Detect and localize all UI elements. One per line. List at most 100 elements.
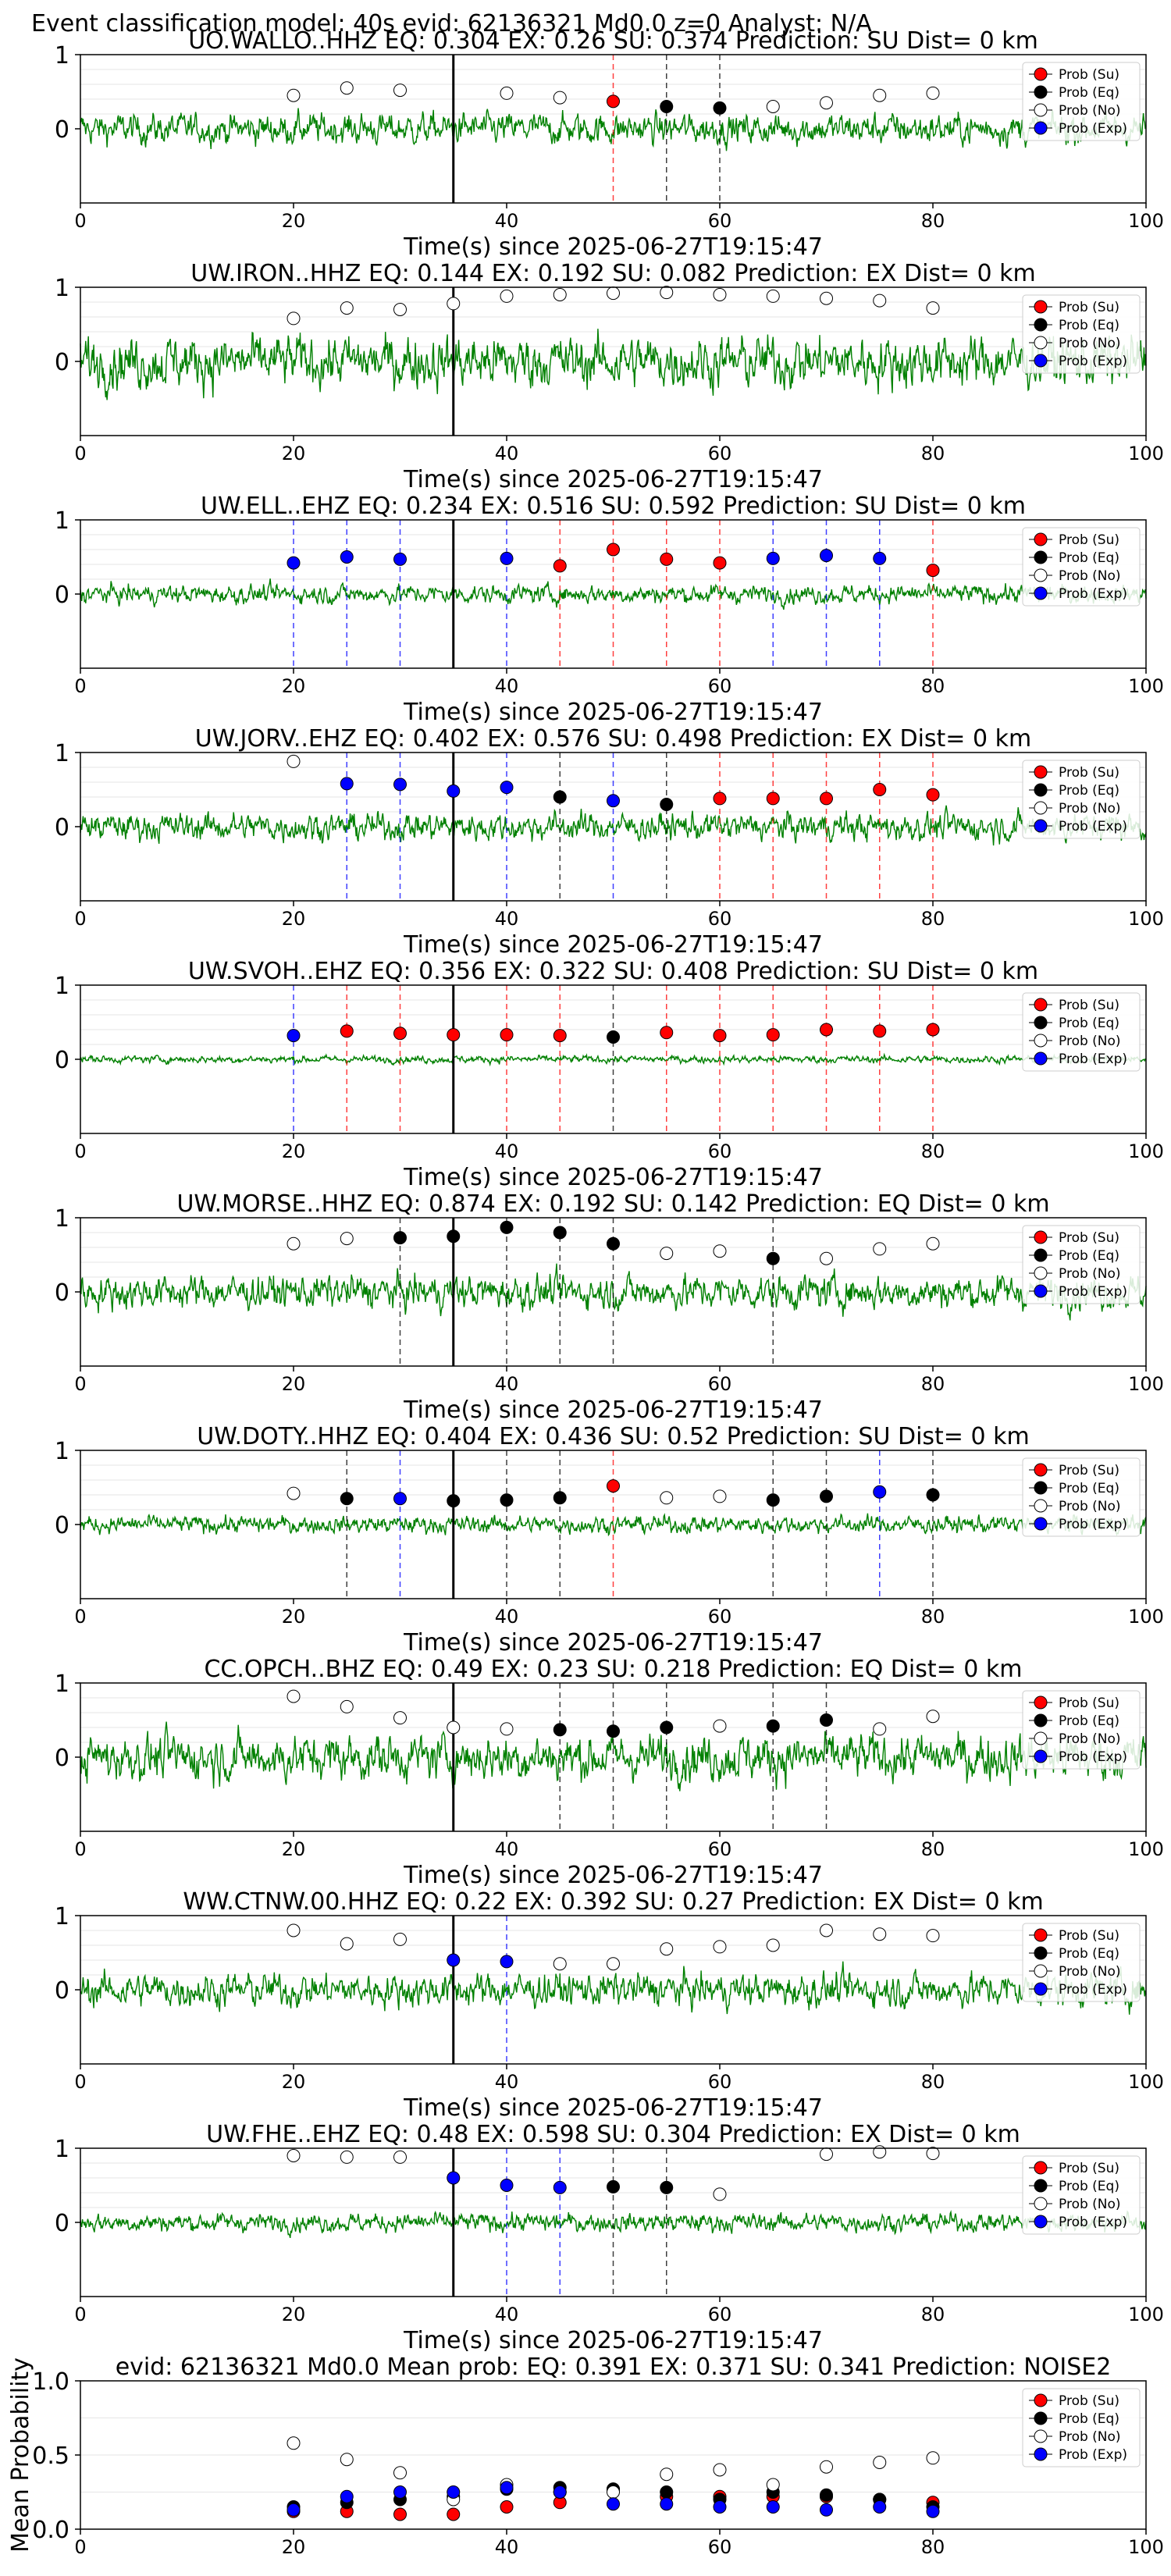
x-tick-label: 0 — [74, 2536, 86, 2558]
x-tick-label: 0 — [74, 2071, 86, 2093]
legend-marker-eq — [1034, 85, 1048, 99]
prob-marker-no — [553, 288, 567, 301]
legend-marker-eq — [1034, 1248, 1048, 1262]
prob-marker-no — [287, 88, 301, 102]
legend-label-no: Prob (No) — [1059, 1266, 1121, 1282]
legend-marker-no — [1034, 1964, 1048, 1978]
subplot-uw-ell--ehz: 0 20 40 60 80 100 1 0 UW.ELL..EHZ EQ: 0.234 EX: … — [55, 493, 1164, 726]
prob-marker-su — [713, 792, 727, 806]
legend-marker-su — [1034, 300, 1048, 314]
prob-marker-eq — [607, 1724, 620, 1738]
x-axis-label: Time(s) since 2025-06-27T19:15:47 — [403, 233, 823, 261]
x-tick-label: 20 — [282, 443, 306, 464]
x-axis-label: Time(s) since 2025-06-27T19:15:47 — [403, 1397, 823, 1424]
subplot-uw-jorv--ehz: 0 20 40 60 80 100 1 0 UW.JORV..EHZ EQ: 0.402 EX:… — [55, 725, 1164, 959]
prob-marker-su — [447, 1028, 461, 1042]
x-tick-label: 80 — [921, 210, 945, 232]
legend-label-eq: Prob (Eq) — [1059, 2179, 1119, 2194]
x-tick-label: 0 — [74, 210, 86, 232]
prob-marker-eq — [553, 790, 567, 804]
prob-marker-su — [340, 1024, 354, 1038]
prob-marker-exp — [393, 777, 407, 792]
mean-marker-exp — [447, 2485, 461, 2499]
legend-marker-su — [1034, 1230, 1048, 1244]
legend-marker-exp — [1034, 2447, 1048, 2461]
subplot-uw-morse--hhz: 0 20 40 60 80 100 1 0 UW.MORSE..HHZ EQ: 0.874 EX… — [55, 1190, 1164, 1424]
x-tick-label: 80 — [921, 2304, 945, 2325]
prob-marker-no — [393, 84, 407, 98]
legend-marker-no — [1034, 2429, 1048, 2443]
x-tick-label: 60 — [708, 1373, 732, 1395]
prob-marker-no — [607, 286, 620, 301]
legend-label-su: Prob (Su) — [1059, 1230, 1119, 1246]
mean-marker-su — [500, 2500, 514, 2514]
legend-label-eq: Prob (Eq) — [1059, 783, 1119, 799]
prob-marker-exp — [873, 1485, 887, 1499]
legend-marker-eq — [1034, 783, 1048, 797]
prob-marker-no — [287, 754, 301, 768]
x-tick-label: 80 — [921, 1140, 945, 1162]
x-tick-label: 60 — [708, 2071, 732, 2093]
prob-marker-no — [393, 1932, 407, 1946]
prob-marker-exp — [820, 549, 833, 563]
x-tick-label: 80 — [921, 2536, 945, 2558]
subplot-title: UW.ELL..EHZ EQ: 0.234 EX: 0.516 SU: 0.59… — [201, 493, 1026, 520]
x-tick-label: 100 — [1128, 2071, 1164, 2093]
subplot-title: UW.IRON..HHZ EQ: 0.144 EX: 0.192 SU: 0.0… — [190, 260, 1035, 287]
prob-marker-su — [607, 94, 620, 109]
mean-marker-exp — [820, 2503, 833, 2517]
prob-marker-su — [926, 564, 940, 578]
y-tick-label: 1.0 — [32, 2368, 69, 2396]
mean-marker-exp — [873, 2500, 887, 2514]
legend-box — [1022, 760, 1141, 839]
legend-marker-eq — [1034, 2411, 1048, 2425]
prob-marker-no — [926, 301, 940, 315]
subplot-cc-opch--bhz: 0 20 40 60 80 100 1 0 CC.OPCH..BHZ EQ: 0.49 EX: … — [55, 1656, 1164, 1889]
legend-label-eq: Prob (Eq) — [1059, 2411, 1119, 2427]
prob-marker-no — [926, 1929, 940, 1943]
legend-marker-exp — [1034, 1517, 1048, 1531]
subplot-ww-ctnw-00-hhz: 0 20 40 60 80 100 1 0 WW.CTNW.00.HHZ EQ: 0.22 EX… — [55, 1888, 1164, 2122]
prob-marker-no — [820, 2147, 833, 2161]
x-tick-label: 100 — [1128, 675, 1164, 697]
legend-label-eq: Prob (Eq) — [1059, 1248, 1119, 1264]
x-tick-label: 60 — [708, 675, 732, 697]
mean-marker-exp — [766, 2500, 780, 2514]
mean-marker-no — [660, 2467, 674, 2482]
x-tick-label: 80 — [921, 908, 945, 930]
x-tick-label: 100 — [1128, 1838, 1164, 1860]
prob-marker-no — [340, 1699, 354, 1713]
legend-marker-exp — [1034, 1749, 1048, 1763]
waveform-trace — [80, 329, 1147, 400]
x-tick-label: 0 — [74, 1838, 86, 1860]
prob-marker-exp — [447, 784, 461, 798]
legend-marker-no — [1034, 2197, 1048, 2211]
x-tick-label: 100 — [1128, 443, 1164, 464]
x-tick-label: 100 — [1128, 2304, 1164, 2325]
x-tick-label: 40 — [495, 2536, 519, 2558]
legend-box — [1022, 2388, 1141, 2467]
legend-label-exp: Prob (Exp) — [1059, 1982, 1127, 1998]
legend-marker-no — [1034, 1499, 1048, 1513]
subplot-title: UW.SVOH..EHZ EQ: 0.356 EX: 0.322 SU: 0.4… — [188, 958, 1038, 985]
legend-label-su: Prob (Su) — [1059, 1928, 1119, 1944]
mean-marker-eq — [660, 2485, 674, 2499]
legend-marker-su — [1034, 2393, 1048, 2407]
prob-marker-no — [607, 1957, 620, 1971]
x-axis-label: Time(s) since 2025-06-27T19:15:47 — [403, 1862, 823, 1889]
prob-marker-no — [500, 86, 514, 100]
x-tick-label: 60 — [708, 2536, 732, 2558]
prob-marker-su — [553, 1029, 567, 1043]
x-tick-label: 20 — [282, 1140, 306, 1162]
prob-marker-eq — [553, 1723, 567, 1737]
prob-marker-su — [926, 1023, 940, 1037]
prob-marker-su — [820, 792, 833, 806]
x-tick-label: 100 — [1128, 1373, 1164, 1395]
legend-marker-exp — [1034, 819, 1048, 833]
mean-marker-no — [340, 2453, 354, 2467]
subplot-title: CC.OPCH..BHZ EQ: 0.49 EX: 0.23 SU: 0.218… — [204, 1656, 1022, 1683]
x-axis-label: Time(s) since 2025-06-27T19:15:47 — [403, 1629, 823, 1656]
mean-marker-no — [393, 2466, 407, 2480]
prob-marker-eq — [447, 1229, 461, 1244]
